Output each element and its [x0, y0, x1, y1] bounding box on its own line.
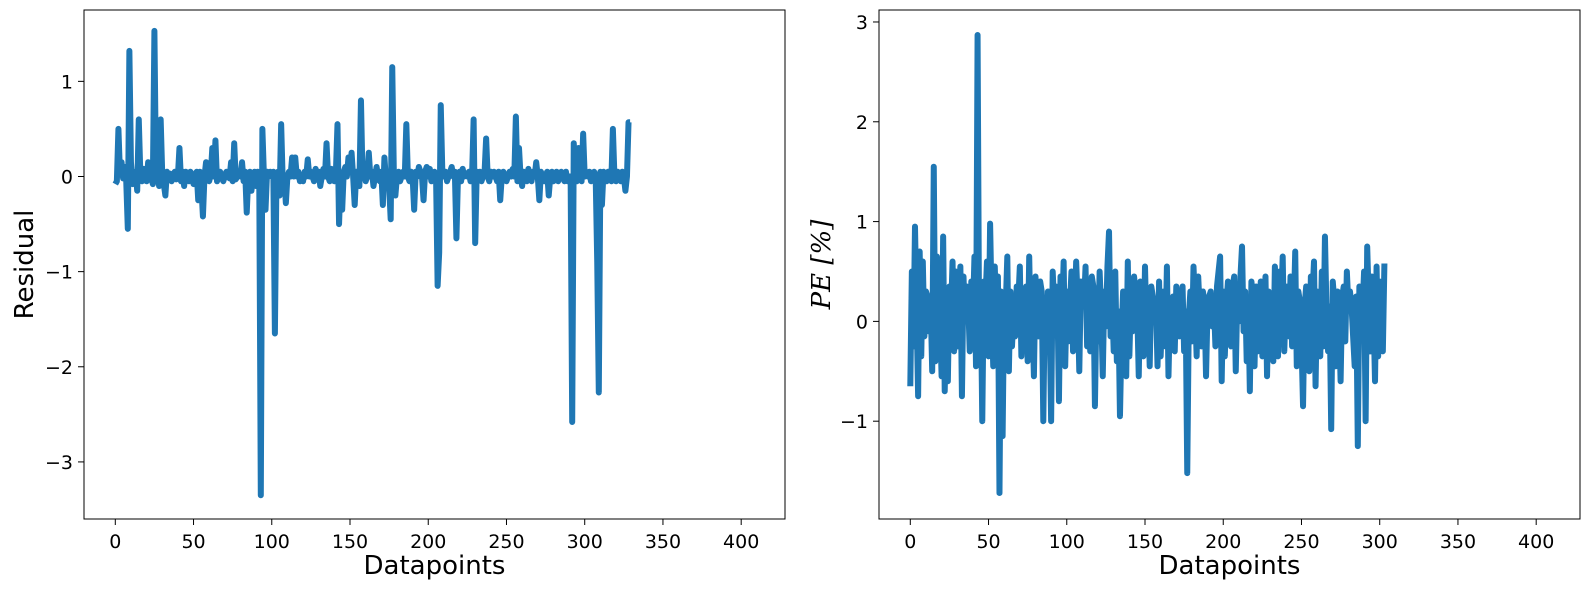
pe-x-tick-label: 350: [1440, 531, 1476, 553]
pe-series-line: [907, 31, 1388, 497]
residual-x-tick-label: 0: [109, 531, 121, 553]
residual-x-tick-label: 250: [488, 531, 524, 553]
residual-y-tick-label: −2: [45, 357, 73, 379]
pe-x-axis-label: Datapoints: [1159, 551, 1301, 581]
residual-x-tick-label: 350: [645, 531, 681, 553]
residual-x-tick-label: 150: [332, 531, 368, 553]
residual-x-tick-label: 300: [567, 531, 603, 553]
pe-x-tick-label: 250: [1283, 531, 1319, 553]
pe-y-tick-label: −1: [840, 411, 868, 433]
residual-y-tick-label: −3: [45, 452, 73, 474]
pe-x-tick-label: 200: [1205, 531, 1241, 553]
pe-y-tick-label: 1: [856, 212, 868, 234]
pe-x-tick-label: 0: [904, 531, 916, 553]
residual-y-axis-label: Residual: [10, 210, 40, 320]
residual-panel: 0 50 100 150 200 250 300 350 400 1 0 −1 −2 −3 Datapoi…: [10, 9, 786, 581]
residual-y-tick-label: 1: [61, 71, 73, 93]
pe-x-tick-label: 300: [1362, 531, 1398, 553]
residual-x-tick-label: 50: [181, 531, 205, 553]
residual-ticks: 0 50 100 150 200 250 300 350 400 1 0 −1 −2 −3: [45, 71, 759, 553]
residual-y-tick-label: −1: [45, 262, 73, 284]
pe-y-tick-label: 0: [856, 311, 868, 333]
pe-y-tick-label: 3: [856, 12, 868, 34]
residual-x-axis-label: Datapoints: [364, 551, 506, 581]
residual-plot-frame: [83, 9, 786, 520]
pe-y-axis-label: PE [%]: [807, 219, 837, 311]
residual-x-tick-label: 100: [254, 531, 290, 553]
pe-x-tick-label: 50: [976, 531, 1000, 553]
pe-y-tick-label: 2: [856, 112, 868, 134]
residual-y-tick-label: 0: [61, 166, 73, 188]
pe-x-tick-label: 100: [1049, 531, 1085, 553]
pe-panel: 0 50 100 150 200 250 300 350 400 3 2 1 0 −1 Datapoint…: [807, 9, 1581, 581]
residual-x-tick-label: 400: [723, 531, 759, 553]
residual-x-tick-label: 200: [410, 531, 446, 553]
pe-plot-frame: [878, 9, 1581, 520]
residual-series-line: [112, 27, 632, 499]
pe-ticks: 0 50 100 150 200 250 300 350 400 3 2 1 0 −1: [840, 12, 1554, 553]
pe-x-tick-label: 400: [1518, 531, 1554, 553]
pe-x-tick-label: 150: [1127, 531, 1163, 553]
